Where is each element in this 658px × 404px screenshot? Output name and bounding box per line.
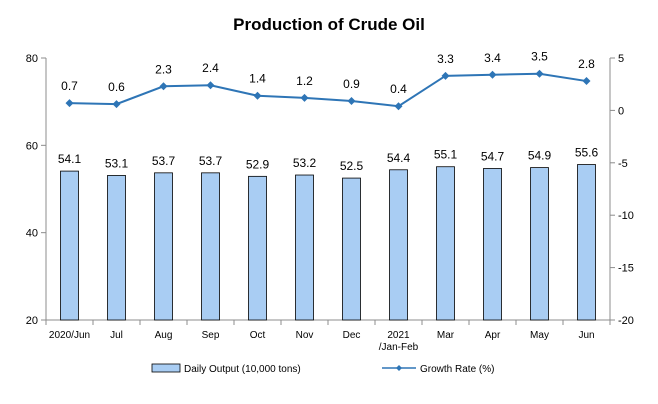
bar — [154, 172, 173, 321]
line-point — [441, 71, 450, 80]
bar — [60, 170, 79, 321]
bar-data-label: 53.1 — [105, 156, 129, 170]
category-label: Sep — [202, 330, 220, 341]
category-label: Aug — [155, 330, 173, 341]
left-axis-tick-label: 20 — [26, 315, 38, 327]
bar-data-label: 53.7 — [152, 154, 176, 168]
line-point — [253, 91, 262, 100]
legend-line-marker — [396, 365, 402, 371]
left-axis-tick-label: 60 — [26, 140, 38, 152]
line-data-label: 1.2 — [296, 74, 313, 88]
line-point — [347, 96, 356, 105]
line-series — [65, 69, 591, 111]
category-label: Oct — [250, 330, 266, 341]
line-data-label: 0.4 — [390, 82, 407, 96]
line-data-label: 0.9 — [343, 77, 360, 91]
category-label: Apr — [485, 330, 501, 341]
bar — [436, 166, 455, 321]
left-axis-tick-label: 80 — [26, 53, 38, 65]
bar — [530, 167, 549, 321]
line-data-label: 3.4 — [484, 51, 501, 65]
line-data-label: 2.8 — [578, 57, 595, 71]
category-label: /Jan-Feb — [379, 342, 419, 353]
line-point — [65, 99, 74, 108]
legend-bar-swatch — [151, 363, 181, 373]
category-label: Jun — [578, 330, 594, 341]
line-data-labels: 0.7 0.6 2.3 2.4 1.4 1.2 0.9 0.4 3.3 3.4 3.5 2.8 — [61, 50, 595, 96]
bar-data-label: 54.4 — [387, 151, 411, 165]
bar-data-label: 52.9 — [246, 157, 270, 171]
line-point — [206, 81, 215, 90]
line-data-label: 1.4 — [249, 72, 266, 86]
right-axis-tick-label: -10 — [618, 210, 634, 222]
bar-data-label: 54.1 — [58, 152, 82, 166]
chart-title: Production of Crude Oil — [233, 15, 425, 34]
right-axis-tick-label: 0 — [618, 105, 624, 117]
category-label: 2021 — [387, 330, 410, 341]
bar — [483, 168, 502, 321]
category-label: May — [530, 330, 549, 341]
bar-data-label: 53.7 — [199, 154, 223, 168]
category-labels: 2020/Jun Jul Aug Sep Oct Nov Dec 2021/Jan-Feb Ma… — [49, 330, 595, 353]
bar — [342, 177, 361, 321]
line-point — [394, 102, 403, 111]
legend: Daily Output (10,000 tons) Growth Rate (… — [151, 363, 494, 375]
bar-data-labels: 54.1 53.1 53.7 53.7 52.9 53.2 52.5 54.4 55.1 54.7… — [58, 146, 599, 174]
right-axis-tick-label: -5 — [618, 158, 628, 170]
line-point — [535, 69, 544, 78]
bar — [107, 175, 126, 321]
line-data-label: 0.6 — [108, 80, 125, 94]
category-label: Dec — [343, 330, 361, 341]
bar-data-label: 54.9 — [528, 149, 552, 163]
growth-rate-line — [69, 72, 587, 108]
line-point — [300, 93, 309, 102]
line-data-label: 3.3 — [437, 52, 454, 66]
bar — [389, 169, 408, 321]
line-point — [582, 77, 591, 86]
bar-data-label: 53.2 — [293, 156, 317, 170]
bar-data-label: 55.1 — [434, 148, 458, 162]
line-data-label: 3.5 — [531, 50, 548, 64]
category-label: Jul — [110, 330, 123, 341]
bar-series — [60, 164, 596, 321]
bar — [577, 164, 596, 321]
right-axis-tick-label: 5 — [618, 53, 624, 65]
category-label: Nov — [296, 330, 314, 341]
right-axis-tick-label: -15 — [618, 263, 634, 275]
legend-bar-label: Daily Output (10,000 tons) — [184, 364, 301, 375]
category-label: 2020/Jun — [49, 330, 90, 341]
category-label: Mar — [437, 330, 455, 341]
line-data-label: 2.4 — [202, 61, 219, 75]
legend-line-label: Growth Rate (%) — [420, 364, 494, 375]
line-point — [159, 82, 168, 91]
bar — [201, 172, 220, 321]
line-data-label: 2.3 — [155, 62, 172, 76]
right-axis-tick-label: -20 — [618, 315, 634, 327]
axes: 20 40 60 80 -20 -15 -10 -5 0 5 — [26, 53, 634, 327]
bar — [295, 174, 314, 321]
bar-data-label: 54.7 — [481, 149, 505, 163]
line-point — [488, 70, 497, 79]
bar — [248, 175, 267, 321]
left-axis-tick-label: 40 — [26, 228, 38, 240]
line-data-label: 0.7 — [61, 79, 78, 93]
line-point — [112, 100, 121, 109]
bar-data-label: 55.6 — [575, 146, 599, 160]
bar-data-label: 52.5 — [340, 159, 364, 173]
